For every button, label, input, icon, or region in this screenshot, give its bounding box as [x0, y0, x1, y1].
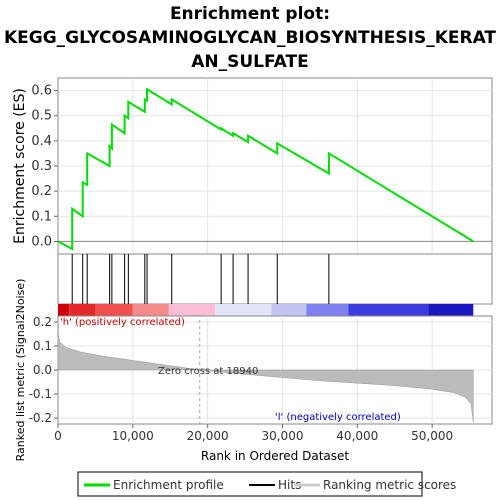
rank-tick-label: -0.2 [29, 411, 52, 425]
rank-y-label: Ranked list metric (Signal2Noise) [14, 279, 27, 462]
x-tick-label: 50,000 [411, 429, 453, 443]
color-bar-segment [428, 304, 474, 316]
es-tick-label: 0.1 [31, 209, 52, 224]
x-tick-label: 10,000 [112, 429, 154, 443]
color-bar-segment [168, 304, 216, 316]
rank-y-ticks: 0.2 0.1 0.0 -0.1 -0.2 [29, 315, 58, 425]
legend-hits-label: Hits [278, 478, 301, 492]
es-tick-label: 0.6 [31, 84, 52, 99]
rank-tick-label: 0.1 [33, 339, 52, 353]
legend-ranking-label: Ranking metric scores [323, 478, 456, 492]
es-tick-label: 0.3 [31, 159, 52, 174]
rank-color-bar [58, 304, 474, 316]
enrichment-profile-line [57, 87, 474, 251]
es-y-label: Enrichment score (ES) [12, 88, 28, 244]
color-bar-segment [58, 304, 70, 316]
x-tick-label: 0 [54, 429, 62, 443]
legend-enrichment-label: Enrichment profile [113, 478, 224, 492]
rank-tick-label: -0.1 [29, 387, 52, 401]
ranking-metric-area [57, 331, 474, 423]
title-line-1: Enrichment plot: [170, 4, 330, 24]
es-tick-label: 0.5 [31, 109, 52, 124]
x-tick-label: 40,000 [336, 429, 378, 443]
color-bar-segment [348, 304, 429, 316]
color-bar-segment [306, 304, 349, 316]
x-ticks: 0 10,000 20,000 30,000 40,000 50,000 [54, 424, 453, 443]
es-tick-label: 0.0 [31, 234, 52, 249]
title-line-2: KEGG_GLYCOSAMINOGLYCAN_BIOSYNTHESIS_KERA… [4, 28, 496, 48]
rank-tick-label: 0.0 [33, 363, 52, 377]
hits-panel-frame [57, 253, 493, 305]
zero-cross-label: Zero cross at 18940 [158, 366, 258, 377]
color-bar-segment [132, 304, 169, 316]
es-tick-label: 0.4 [31, 134, 52, 149]
x-tick-label: 20,000 [187, 429, 229, 443]
color-bar-segment [69, 304, 96, 316]
color-bar-segment [95, 304, 133, 316]
color-bar-segment [271, 304, 307, 316]
hits-group [71, 254, 330, 304]
title-line-3: AN_SULFATE [191, 52, 308, 72]
positive-label: 'h' (positively correlated) [60, 317, 185, 328]
es-tick-label: 0.2 [31, 184, 52, 199]
negative-label: 'l' (negatively correlated) [275, 412, 401, 423]
color-bar-segment [215, 304, 272, 316]
rank-tick-label: 0.2 [33, 315, 52, 329]
x-axis-label: Rank in Ordered Dataset [201, 449, 349, 463]
es-y-ticks: 0.0 0.1 0.2 0.3 0.4 0.5 0.6 [31, 84, 58, 249]
x-tick-label: 30,000 [261, 429, 303, 443]
